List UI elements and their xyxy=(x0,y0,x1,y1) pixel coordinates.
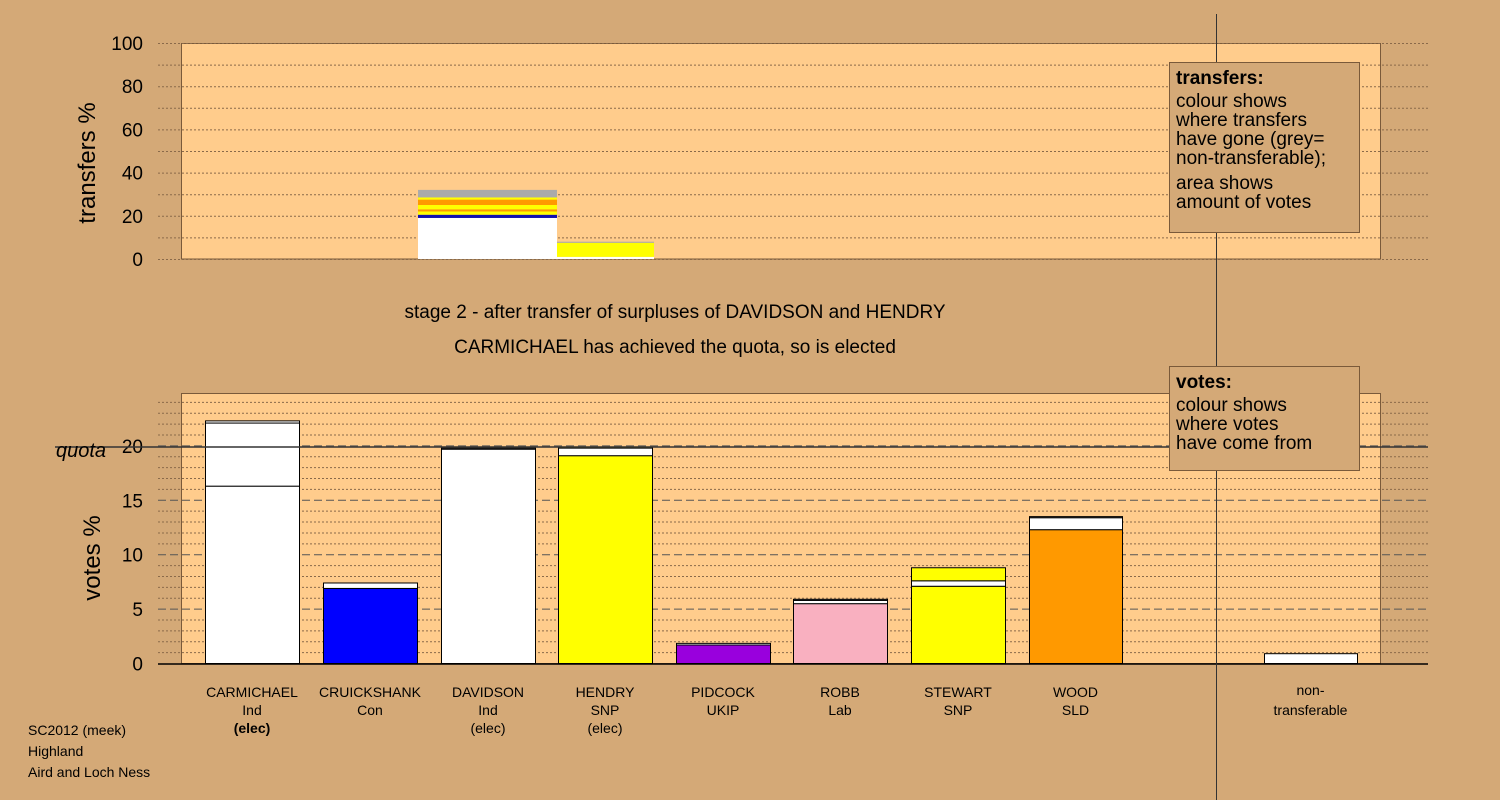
transfer-segment xyxy=(557,241,654,243)
transfer-segment xyxy=(557,256,654,259)
vote-segment xyxy=(676,644,771,665)
transfers-legend-line4: non-transferable); xyxy=(1176,148,1326,169)
candidate-name-label: PIDCOCK xyxy=(691,684,755,700)
vote-segment xyxy=(911,580,1006,587)
candidate-party-label: SLD xyxy=(1062,702,1089,718)
vote-segment xyxy=(323,587,418,664)
transfers-legend-line5: area shows xyxy=(1176,173,1274,194)
transfers-tick-label: 0 xyxy=(132,250,143,271)
votes-tick-label: 10 xyxy=(122,546,143,567)
candidate-status-label: (elec) xyxy=(234,720,271,736)
transfer-segment xyxy=(557,242,654,257)
transfer-segment xyxy=(418,214,557,218)
transfers-legend-line3: have gone (grey= xyxy=(1176,129,1325,150)
vote-segment xyxy=(793,598,888,601)
transfers-tick-label: 100 xyxy=(111,34,143,55)
vote-segment xyxy=(558,447,653,457)
transfer-segment xyxy=(418,211,557,215)
vote-segment xyxy=(911,567,1006,582)
transfers-tick-label: 80 xyxy=(122,77,143,98)
transfers-legend-title: transfers: xyxy=(1176,68,1264,89)
transfers-axis-label: transfers % xyxy=(74,102,101,223)
votes-tick-label: 15 xyxy=(122,491,143,512)
vote-segment xyxy=(441,447,536,450)
votes-axis-label: votes % xyxy=(79,515,106,600)
candidate-status-label: (elec) xyxy=(587,720,622,736)
candidate-name-label: CARMICHAEL xyxy=(206,684,298,700)
candidate-name-label: HENDRY xyxy=(576,684,636,700)
candidate-party-label: UKIP xyxy=(707,702,740,718)
transfers-tick-label: 60 xyxy=(122,120,143,141)
stage-title: stage 2 - after transfer of surpluses of… xyxy=(404,302,945,323)
nontransferable-label-line2: transferable xyxy=(1274,702,1348,718)
candidate-party-label: SNP xyxy=(944,702,973,718)
vote-segment xyxy=(1029,529,1123,665)
transfer-segment xyxy=(418,205,557,210)
vote-segment xyxy=(676,642,771,646)
candidate-party-label: Ind xyxy=(478,702,497,718)
transfers-tick-label: 40 xyxy=(122,164,143,185)
vote-segment xyxy=(441,448,536,664)
transfer-segment xyxy=(418,199,557,205)
votes-legend-line2: where votes xyxy=(1176,414,1279,435)
footer-line2: Highland xyxy=(28,743,84,759)
quota-label: quota xyxy=(56,440,106,462)
transfer-segment xyxy=(418,209,557,212)
candidate-party-label: Ind xyxy=(242,702,261,718)
transfer-segment xyxy=(418,217,557,259)
vote-segment xyxy=(558,455,653,664)
nontransferable-label-line1: non- xyxy=(1296,682,1324,698)
candidate-name-label: STEWART xyxy=(924,684,992,700)
vote-segment xyxy=(911,585,1006,665)
transfers-legend-line1: colour shows xyxy=(1176,91,1287,112)
votes-legend-line1: colour shows xyxy=(1176,395,1287,416)
candidate-status-label: (elec) xyxy=(470,720,505,736)
transfers-legend-line2: where transfers xyxy=(1176,110,1307,131)
transfers-legend-line6: amount of votes xyxy=(1176,192,1312,213)
vote-segment xyxy=(1029,516,1123,519)
candidate-name-label: DAVIDSON xyxy=(452,684,524,700)
vote-segment xyxy=(205,485,300,664)
footer: SC2012 (meek) Highland Aird and Loch Nes… xyxy=(28,720,150,783)
votes-legend: votes: colour shows where votes have com… xyxy=(1169,366,1360,471)
votes-legend-line3: have come from xyxy=(1176,433,1313,454)
candidate-name-label: CRUICKSHANK xyxy=(319,684,422,700)
transfers-legend: transfers: colour shows where transfers … xyxy=(1169,62,1360,233)
footer-line3: Aird and Loch Ness xyxy=(28,764,151,780)
footer-line1: SC2012 (meek) xyxy=(28,722,127,738)
vote-segment xyxy=(205,422,300,487)
candidate-party-label: Con xyxy=(357,702,383,718)
candidate-party-label: SNP xyxy=(591,702,620,718)
candidate-name-label: ROBB xyxy=(820,684,860,700)
vote-segment xyxy=(793,603,888,664)
vote-segment xyxy=(205,420,300,424)
transfer-segment xyxy=(418,197,557,200)
transfers-tick-label: 20 xyxy=(122,207,143,228)
votes-tick-label: 0 xyxy=(132,655,143,676)
vote-segment xyxy=(1029,517,1123,531)
candidate-name-label: WOOD xyxy=(1053,684,1098,700)
vote-segment xyxy=(323,582,418,589)
candidate-party-label: Lab xyxy=(828,702,852,718)
status-title: CARMICHAEL has achieved the quota, so is… xyxy=(454,337,896,358)
transfer-segment xyxy=(418,189,557,198)
nontransferable-bar xyxy=(1264,653,1358,665)
votes-tick-label: 5 xyxy=(132,600,143,621)
votes-legend-title: votes: xyxy=(1176,372,1232,393)
